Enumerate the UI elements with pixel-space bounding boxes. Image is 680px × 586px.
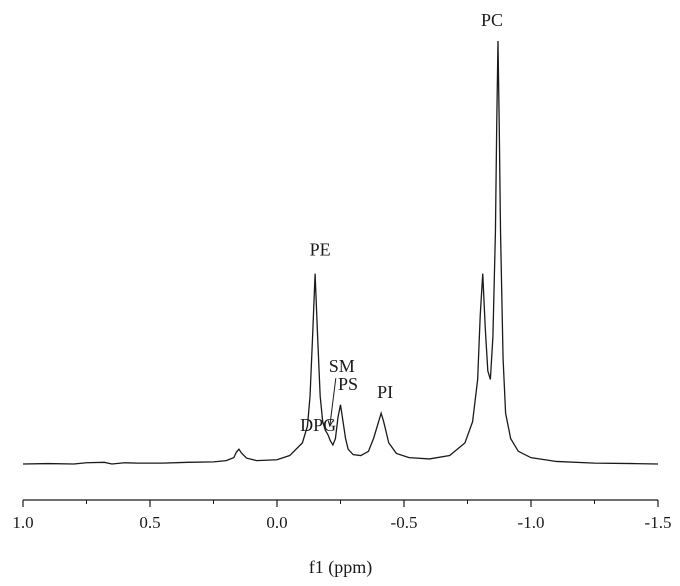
sm-arrow-head	[327, 420, 334, 428]
x-axis-label: f1 (ppm)	[309, 557, 372, 578]
sm-arrow-shaft	[329, 378, 337, 427]
peak-label-sm: SM	[329, 356, 355, 376]
peak-label-dpg: DPG	[300, 415, 336, 435]
x-tick-label: -1.0	[518, 513, 545, 532]
x-tick-label: 0.5	[139, 513, 160, 532]
x-tick-label: -1.5	[645, 513, 672, 532]
spectrum-line	[22, 40, 659, 465]
x-tick-label: 0.0	[266, 513, 287, 532]
x-tick-label: 1.0	[12, 513, 33, 532]
x-axis-ticks: 1.0 0.5 0.0 -0.5 -1.0 -1.5	[12, 500, 671, 532]
peak-label-pc: PC	[481, 10, 503, 30]
peak-label-pi: PI	[377, 382, 393, 402]
x-tick-label: -0.5	[391, 513, 418, 532]
peak-label-ps: PS	[338, 374, 358, 394]
plot-area	[22, 40, 659, 465]
peak-label-pe: PE	[310, 240, 331, 260]
